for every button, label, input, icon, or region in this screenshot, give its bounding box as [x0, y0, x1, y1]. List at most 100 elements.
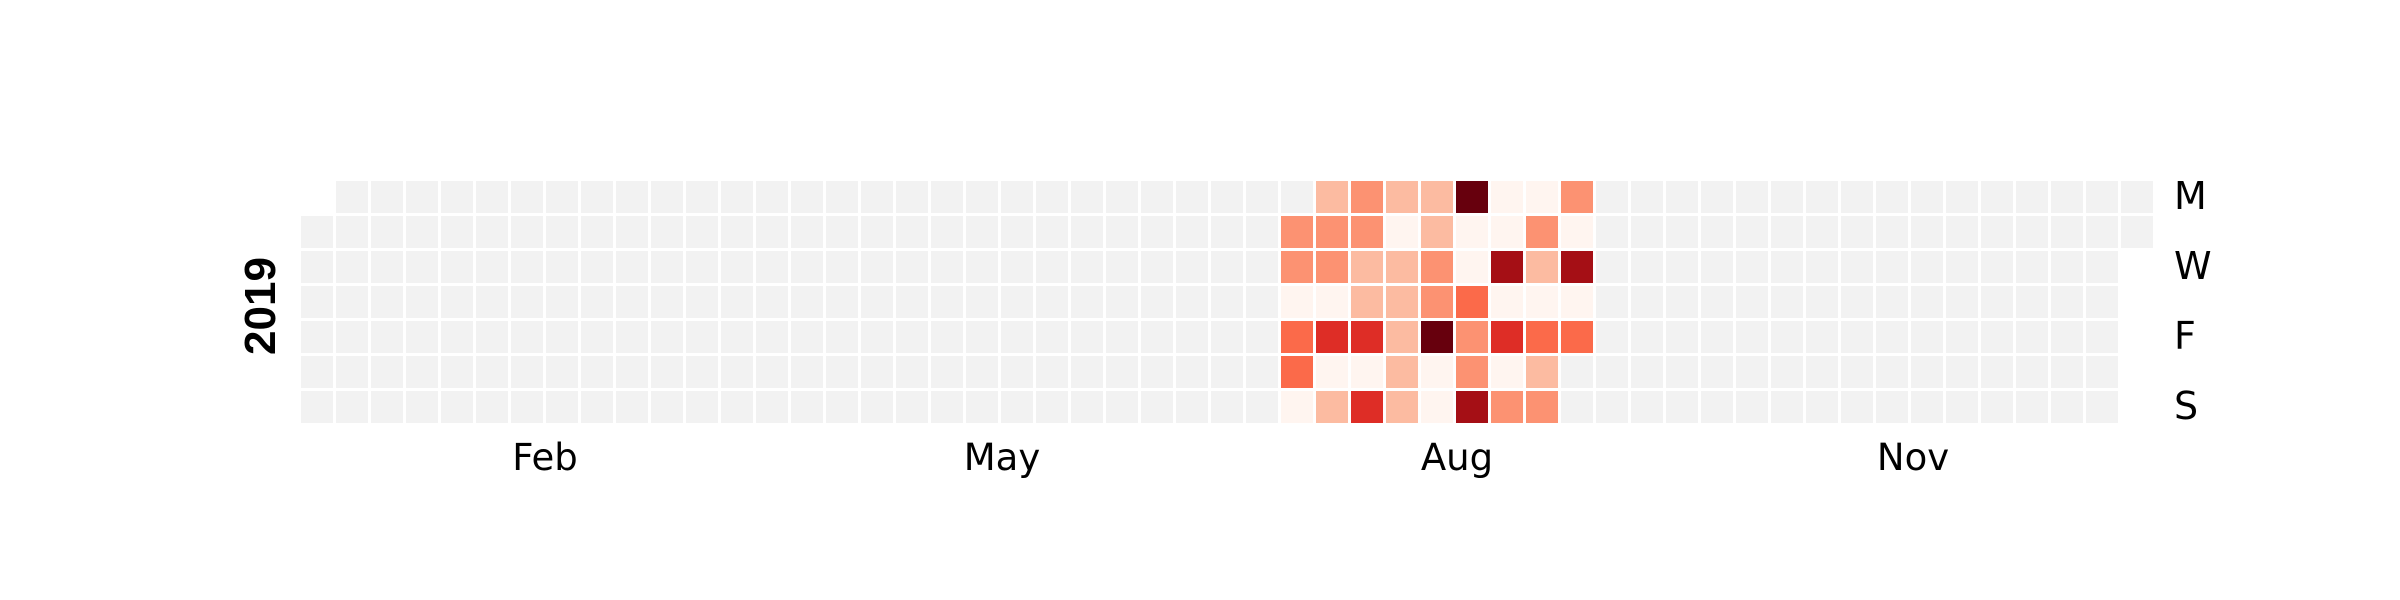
- heatmap-cell-empty: [861, 321, 893, 353]
- heatmap-cell-empty: [1946, 216, 1978, 248]
- heatmap-cell-empty: [1596, 391, 1628, 423]
- heatmap-cell-empty: [476, 321, 508, 353]
- heatmap-cell-empty: [1631, 391, 1663, 423]
- heatmap-cell-active: [1491, 356, 1523, 388]
- heatmap-cell-active: [1421, 286, 1453, 318]
- heatmap-cell-empty: [791, 181, 823, 213]
- heatmap-cell-empty: [441, 321, 473, 353]
- heatmap-cell-empty: [1071, 391, 1103, 423]
- heatmap-cell-empty: [1141, 391, 1173, 423]
- heatmap-cell-active: [1526, 216, 1558, 248]
- heatmap-cell-empty: [1806, 216, 1838, 248]
- heatmap-cell-active: [1316, 391, 1348, 423]
- heatmap-cell-empty: [1176, 251, 1208, 283]
- heatmap-cell-empty: [2086, 216, 2118, 248]
- heatmap-cell-active: [1456, 391, 1488, 423]
- heatmap-cell-empty: [791, 251, 823, 283]
- weekday-label: W: [2174, 244, 2212, 288]
- heatmap-cell-empty: [1211, 391, 1243, 423]
- heatmap-cell-empty: [826, 181, 858, 213]
- heatmap-cell-empty: [651, 216, 683, 248]
- heatmap-cell-empty: [2051, 251, 2083, 283]
- heatmap-cell-empty: [511, 391, 543, 423]
- heatmap-cell-empty: [861, 356, 893, 388]
- heatmap-cell-active: [1561, 286, 1593, 318]
- heatmap-cell-empty: [1876, 251, 1908, 283]
- heatmap-cell-empty: [1141, 286, 1173, 318]
- heatmap-cell-empty: [406, 286, 438, 318]
- heatmap-cell-empty: [511, 286, 543, 318]
- month-label: May: [964, 436, 1041, 479]
- heatmap-cell-empty: [1911, 216, 1943, 248]
- heatmap-cell-active: [1351, 356, 1383, 388]
- heatmap-cell-empty: [966, 356, 998, 388]
- heatmap-cell-empty: [1176, 286, 1208, 318]
- heatmap-cell-empty: [1071, 286, 1103, 318]
- heatmap-cell-empty: [1036, 216, 1068, 248]
- heatmap-cell-active: [1526, 356, 1558, 388]
- heatmap-cell-empty: [966, 216, 998, 248]
- heatmap-cell-empty: [651, 356, 683, 388]
- heatmap-cell-empty: [616, 391, 648, 423]
- heatmap-cell-empty: [1106, 356, 1138, 388]
- heatmap-cells: [301, 181, 2153, 423]
- heatmap-cell-empty: [651, 286, 683, 318]
- heatmap-cell-empty: [966, 391, 998, 423]
- heatmap-cell-active: [1386, 391, 1418, 423]
- heatmap-cell-empty: [476, 356, 508, 388]
- heatmap-cell-empty: [686, 356, 718, 388]
- heatmap-cell-empty: [1596, 251, 1628, 283]
- heatmap-cell-empty: [931, 286, 963, 318]
- heatmap-cell-active: [1351, 321, 1383, 353]
- heatmap-cell-active: [1491, 286, 1523, 318]
- heatmap-cell-empty: [371, 391, 403, 423]
- heatmap-cell-empty: [1596, 356, 1628, 388]
- heatmap-cell-empty: [1841, 251, 1873, 283]
- heatmap-cell-empty: [756, 181, 788, 213]
- heatmap-cell-empty: [476, 286, 508, 318]
- heatmap-cell-active: [1386, 251, 1418, 283]
- heatmap-cell-empty: [966, 251, 998, 283]
- heatmap-cell-empty: [581, 356, 613, 388]
- heatmap-cell-empty: [721, 391, 753, 423]
- heatmap-cell-empty: [1631, 181, 1663, 213]
- heatmap-cell-empty: [301, 356, 333, 388]
- heatmap-cell-empty: [1106, 286, 1138, 318]
- heatmap-cell-empty: [791, 356, 823, 388]
- heatmap-cell-empty: [441, 391, 473, 423]
- heatmap-cell-empty: [1841, 356, 1873, 388]
- heatmap-cell-empty: [1036, 321, 1068, 353]
- heatmap-cell-active: [1386, 321, 1418, 353]
- heatmap-cell-empty: [756, 321, 788, 353]
- heatmap-cell-empty: [2051, 321, 2083, 353]
- heatmap-cell-empty: [301, 391, 333, 423]
- heatmap-cell-empty: [2121, 181, 2153, 213]
- heatmap-cell-empty: [2016, 356, 2048, 388]
- heatmap-cell-empty: [1036, 391, 1068, 423]
- heatmap-cell-active: [1281, 286, 1313, 318]
- heatmap-cell-empty: [1981, 251, 2013, 283]
- heatmap-cell-active: [1421, 251, 1453, 283]
- heatmap-cell-empty: [2016, 321, 2048, 353]
- heatmap-cell-empty: [336, 356, 368, 388]
- heatmap-cell-empty: [1736, 181, 1768, 213]
- heatmap-cell-empty: [1106, 216, 1138, 248]
- heatmap-cell-empty: [1736, 321, 1768, 353]
- heatmap-cell-empty: [1946, 286, 1978, 318]
- heatmap-cell-empty: [1666, 251, 1698, 283]
- heatmap-cell-empty: [1246, 286, 1278, 318]
- heatmap-cell-active: [1316, 216, 1348, 248]
- heatmap-cell-empty: [616, 356, 648, 388]
- heatmap-cell-active: [1456, 181, 1488, 213]
- month-label: Nov: [1877, 436, 1949, 479]
- heatmap-cell-empty: [1841, 181, 1873, 213]
- heatmap-cell-empty: [1946, 356, 1978, 388]
- heatmap-cell-empty: [1071, 321, 1103, 353]
- heatmap-cell-empty: [546, 181, 578, 213]
- heatmap-cell-empty: [336, 321, 368, 353]
- heatmap-cell-empty: [511, 181, 543, 213]
- heatmap-cell-empty: [1071, 356, 1103, 388]
